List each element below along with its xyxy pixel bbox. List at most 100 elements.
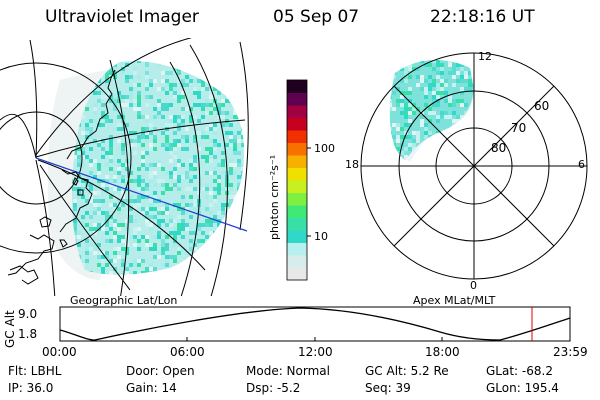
aurora-pixel [149, 279, 153, 283]
polar-aurora-pixel [416, 139, 420, 143]
aurora-pixel [77, 191, 81, 195]
aurora-pixel [237, 175, 241, 179]
polar-aurora-pixel [452, 139, 456, 143]
aurora-pixel [161, 79, 165, 83]
aurora-pixel [161, 251, 165, 255]
aurora-pixel [249, 259, 253, 263]
aurora-pixel [197, 227, 201, 231]
aurora-pixel [241, 235, 245, 239]
polar-aurora-pixel [452, 99, 456, 103]
polar-aurora-pixel [460, 147, 464, 151]
polar-aurora-pixel [432, 91, 436, 95]
polar-aurora-pixel [444, 83, 448, 87]
polar-aurora-pixel [456, 143, 460, 147]
aurora-pixel [217, 227, 221, 231]
aurora-pixel [209, 123, 213, 127]
aurora-pixel [72, 61, 73, 63]
aurora-pixel [105, 115, 109, 119]
lat-label-60: 60 [534, 99, 549, 113]
aurora-pixel [229, 255, 233, 259]
polar-aurora-pixel [400, 95, 404, 99]
polar-aurora-pixel [464, 75, 468, 79]
aurora-pixel [125, 103, 129, 107]
aurora-pixel [177, 99, 181, 103]
polar-aurora-pixel [408, 99, 412, 103]
aurora-pixel [181, 267, 185, 271]
aurora-pixel [141, 271, 145, 275]
aurora-pixel [97, 199, 101, 203]
aurora-pixel [161, 243, 165, 247]
aurora-pixel [161, 107, 165, 111]
aurora-pixel [145, 135, 149, 139]
polar-aurora-pixel [424, 103, 428, 107]
aurora-pixel [153, 243, 157, 247]
aurora-pixel [181, 227, 185, 231]
aurora-pixel [145, 207, 149, 211]
aurora-pixel [193, 91, 197, 95]
polar-aurora-pixel [424, 91, 428, 95]
aurora-pixel [209, 259, 213, 263]
aurora-pixel [217, 163, 221, 167]
aurora-pixel [89, 119, 93, 123]
polar-aurora-pixel [432, 59, 436, 63]
aurora-pixel [85, 61, 89, 63]
polar-aurora-pixel [416, 107, 420, 111]
polar-aurora-pixel [416, 83, 420, 87]
aurora-pixel [93, 119, 97, 123]
polar-aurora-pixel [408, 143, 412, 147]
aurora-pixel [213, 259, 217, 263]
aurora-pixel [85, 259, 89, 263]
aurora-pixel [81, 223, 85, 227]
aurora-pixel [249, 107, 253, 111]
aurora-pixel [105, 179, 109, 183]
aurora-pixel [181, 119, 185, 123]
aurora-pixel [145, 167, 149, 171]
aurora-pixel [237, 235, 241, 239]
polar-aurora-pixel [448, 91, 452, 95]
aurora-pixel [249, 143, 253, 147]
aurora-pixel [105, 255, 109, 259]
aurora-pixel [237, 115, 241, 119]
aurora-pixel [121, 143, 125, 147]
aurora-pixel [237, 283, 241, 287]
glon-info: GLon: 195.4 [486, 381, 559, 395]
polar-aurora-pixel [448, 147, 452, 151]
aurora-pixel [153, 247, 157, 251]
aurora-pixel [73, 207, 77, 211]
aurora-pixel [133, 151, 137, 155]
aurora-pixel [97, 143, 101, 147]
polar-aurora-pixel [404, 107, 408, 111]
aurora-pixel [253, 147, 257, 151]
aurora-pixel [105, 95, 109, 99]
polar-aurora-pixel [476, 131, 480, 135]
aurora-pixel [217, 179, 221, 183]
aurora-pixel [253, 75, 257, 79]
aurora-pixel [121, 111, 125, 115]
aurora-pixel [229, 239, 233, 243]
aurora-pixel [117, 171, 121, 175]
aurora-pixel [181, 115, 185, 119]
aurora-pixel [209, 111, 213, 115]
polar-aurora-pixel [436, 135, 440, 139]
aurora-pixel [109, 259, 113, 263]
aurora-pixel [217, 223, 221, 227]
aurora-pixel [193, 163, 197, 167]
polar-aurora-pixel [456, 115, 460, 119]
polar-aurora-pixel [389, 147, 392, 151]
aurora-pixel [101, 155, 105, 159]
aurora-pixel [233, 203, 237, 207]
aurora-pixel [185, 75, 189, 79]
aurora-pixel [249, 211, 253, 215]
aurora-pixel [181, 223, 185, 227]
aurora-pixel [181, 195, 185, 199]
polar-aurora-pixel [400, 123, 404, 127]
aurora-pixel [193, 199, 197, 203]
polar-aurora-pixel [396, 59, 400, 63]
aurora-pixel [209, 147, 213, 151]
aurora-pixel [105, 215, 109, 219]
polar-aurora-pixel [468, 79, 472, 83]
aurora-pixel [201, 223, 205, 227]
aurora-pixel [229, 111, 233, 115]
time-tick-1800: 18:00 [425, 345, 460, 359]
polar-aurora-pixel [404, 67, 408, 71]
